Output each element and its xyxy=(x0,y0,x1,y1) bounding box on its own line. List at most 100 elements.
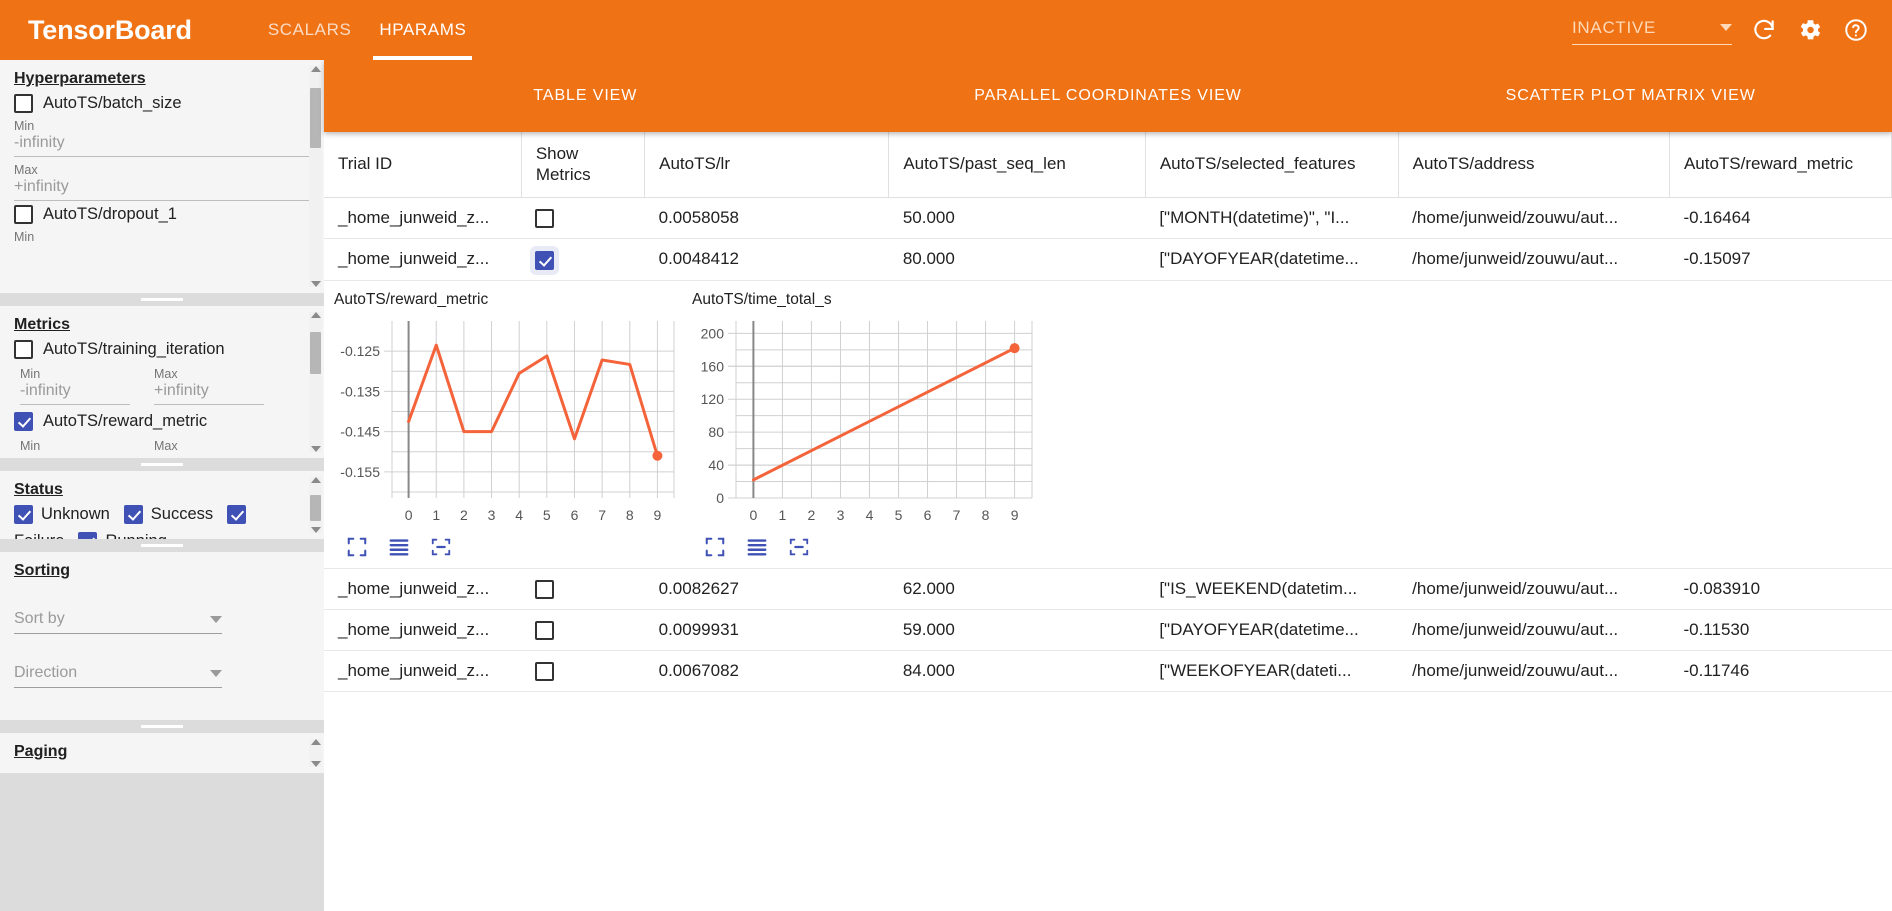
sidebar-divider[interactable] xyxy=(0,463,324,466)
scroll-up-icon[interactable] xyxy=(310,312,321,318)
status-checkbox-unknown[interactable] xyxy=(14,505,33,524)
show-metrics-checkbox[interactable] xyxy=(535,209,555,229)
metric-training-iteration-min[interactable]: Min -infinity xyxy=(20,367,130,405)
metric-checkbox-training-iteration-row[interactable]: AutoTS/training_iteration xyxy=(14,340,310,359)
metric-checkbox-training-iteration[interactable] xyxy=(14,340,33,359)
table-row[interactable]: _home_junweid_z... 0.0058058 50.000 ["MO… xyxy=(324,197,1892,240)
column-header-show-metrics[interactable]: Show Metrics xyxy=(521,132,646,199)
table-row[interactable]: _home_junweid_z... 0.0048412 80.000 ["DA… xyxy=(324,238,1892,281)
cell-show-metrics[interactable] xyxy=(521,609,645,651)
show-metrics-checkbox[interactable] xyxy=(535,250,555,270)
paging-scrollbar[interactable] xyxy=(309,739,322,767)
column-header-lr[interactable]: AutoTS/lr xyxy=(644,132,890,199)
cell-show-metrics[interactable] xyxy=(521,568,645,610)
settings-gear-icon[interactable] xyxy=(1796,16,1824,44)
scroll-thumb[interactable] xyxy=(310,495,321,521)
column-header-trial-id[interactable]: Trial ID xyxy=(324,132,522,199)
hparam-checkbox-batch-size-row[interactable]: AutoTS/batch_size xyxy=(14,94,310,113)
header-controls: INACTIVE xyxy=(1572,16,1892,45)
chevron-down-icon xyxy=(1720,24,1732,31)
cell-reward-metric: -0.11530 xyxy=(1669,609,1892,651)
cell-lr: 0.0067082 xyxy=(644,650,889,692)
svg-text:4: 4 xyxy=(866,507,874,523)
scroll-thumb[interactable] xyxy=(310,88,321,148)
help-circle-icon[interactable] xyxy=(1842,16,1870,44)
tab-scatter-plot-matrix-view[interactable]: SCATTER PLOT MATRIX VIEW xyxy=(1505,87,1756,104)
metrics-scrollbar[interactable] xyxy=(309,312,322,452)
cell-selected-features: ["WEEKOFYEAR(dateti... xyxy=(1145,650,1399,692)
show-metrics-checkbox[interactable] xyxy=(535,579,555,599)
run-status-value: INACTIVE xyxy=(1572,17,1657,37)
table-row[interactable]: _home_junweid_z... 0.0082627 62.000 ["IS… xyxy=(324,568,1892,610)
status-checkbox-running[interactable] xyxy=(78,532,98,539)
scroll-down-icon[interactable] xyxy=(310,761,321,767)
hparam-dropout-1-min[interactable]: Min xyxy=(14,230,310,244)
panel-status: Status Unknown Success Failure Running xyxy=(0,471,324,539)
chart-canvas[interactable]: 0 40 80 120 160 200 0 1 2 3 4 5 6 7 8 9 xyxy=(688,315,1040,530)
run-status-select[interactable]: INACTIVE xyxy=(1572,16,1732,45)
cell-show-metrics[interactable] xyxy=(521,197,645,240)
min-label: Min xyxy=(14,119,35,133)
metric-checkbox-reward-metric-row[interactable]: AutoTS/reward_metric xyxy=(14,412,310,431)
toggle-lines-icon[interactable] xyxy=(746,536,768,558)
cell-reward-metric: -0.15097 xyxy=(1669,238,1892,281)
tab-parallel-coordinates-view[interactable]: PARALLEL COORDINATES VIEW xyxy=(974,87,1242,104)
fullscreen-icon[interactable] xyxy=(704,536,726,558)
refresh-icon[interactable] xyxy=(1750,16,1778,44)
metric-reward-metric-min[interactable]: Min xyxy=(20,439,130,454)
column-header-past-seq-len[interactable]: AutoTS/past_seq_len xyxy=(888,132,1146,199)
cell-address: /home/junweid/zouwu/aut... xyxy=(1398,197,1670,240)
scroll-down-icon[interactable] xyxy=(310,446,321,452)
scroll-up-icon[interactable] xyxy=(310,739,321,745)
table-row[interactable]: _home_junweid_z... 0.0099931 59.000 ["DA… xyxy=(324,609,1892,651)
cell-trial-id: _home_junweid_z... xyxy=(324,238,522,281)
show-metrics-checkbox[interactable] xyxy=(535,661,555,681)
metric-charts-row: AutoTS/reward_metric -0.125 -0.135 -0.145-… xyxy=(324,280,1892,569)
min-label: Min xyxy=(14,230,35,244)
scroll-up-icon[interactable] xyxy=(310,66,321,72)
fit-to-data-icon[interactable] xyxy=(430,536,452,558)
scroll-thumb[interactable] xyxy=(310,332,321,374)
nav-tab-hparams[interactable]: HPARAMS xyxy=(365,0,480,60)
scroll-up-icon[interactable] xyxy=(310,477,321,483)
sidebar-divider[interactable] xyxy=(0,298,324,301)
hparam-checkbox-dropout-1[interactable] xyxy=(14,205,33,224)
column-header-selected-features[interactable]: AutoTS/selected_features xyxy=(1145,132,1399,199)
scroll-down-icon[interactable] xyxy=(310,527,321,533)
hyperparameters-scrollbar[interactable] xyxy=(309,66,322,287)
cell-selected-features: ["MONTH(datetime)", "I... xyxy=(1145,197,1399,240)
column-header-reward-metric[interactable]: AutoTS/reward_metric xyxy=(1669,132,1892,199)
tab-table-view[interactable]: TABLE VIEW xyxy=(533,87,638,104)
metric-checkbox-reward-metric[interactable] xyxy=(14,412,33,431)
status-checkbox-failure[interactable] xyxy=(227,505,247,524)
column-header-address[interactable]: AutoTS/address xyxy=(1398,132,1670,199)
show-metrics-checkbox[interactable] xyxy=(535,620,555,640)
metric-reward-metric-max[interactable]: Max xyxy=(154,439,264,454)
sidebar-divider[interactable] xyxy=(0,725,324,728)
metric-training-iteration-max[interactable]: Max +infinity xyxy=(154,367,264,405)
hparam-checkbox-dropout-1-row[interactable]: AutoTS/dropout_1 xyxy=(14,205,310,224)
chart-canvas[interactable]: -0.125 -0.135 -0.145 -0.155 0 1 2 3 4 5 6 7 8 9 xyxy=(330,315,682,530)
cell-trial-id: _home_junweid_z... xyxy=(324,568,522,610)
table-row[interactable]: _home_junweid_z... 0.0067082 84.000 ["WE… xyxy=(324,650,1892,692)
nav-tab-scalars[interactable]: SCALARS xyxy=(267,20,352,39)
toggle-lines-icon[interactable] xyxy=(388,536,410,558)
sort-by-select[interactable]: Sort by xyxy=(14,610,222,634)
sidebar-divider[interactable] xyxy=(0,544,324,547)
cell-address: /home/junweid/zouwu/aut... xyxy=(1398,568,1670,610)
scroll-down-icon[interactable] xyxy=(310,281,321,287)
hparam-checkbox-batch-size[interactable] xyxy=(14,94,33,113)
cell-show-metrics[interactable] xyxy=(521,650,645,692)
metric-label-reward-metric: AutoTS/reward_metric xyxy=(43,412,208,430)
status-checkbox-success[interactable] xyxy=(123,505,143,524)
cell-show-metrics[interactable] xyxy=(521,238,645,281)
fit-to-data-icon[interactable] xyxy=(788,536,810,558)
hparam-batch-size-min[interactable]: Min -infinity xyxy=(14,119,310,157)
hparam-batch-size-max[interactable]: Max +infinity xyxy=(14,163,310,201)
svg-text:6: 6 xyxy=(924,507,932,523)
fullscreen-icon[interactable] xyxy=(346,536,368,558)
cell-lr: 0.0058058 xyxy=(644,197,889,240)
direction-select[interactable]: Direction xyxy=(14,664,222,688)
status-scrollbar[interactable] xyxy=(309,477,322,533)
table-header-row: Trial ID Show Metrics AutoTS/lr AutoTS/p… xyxy=(324,132,1892,199)
